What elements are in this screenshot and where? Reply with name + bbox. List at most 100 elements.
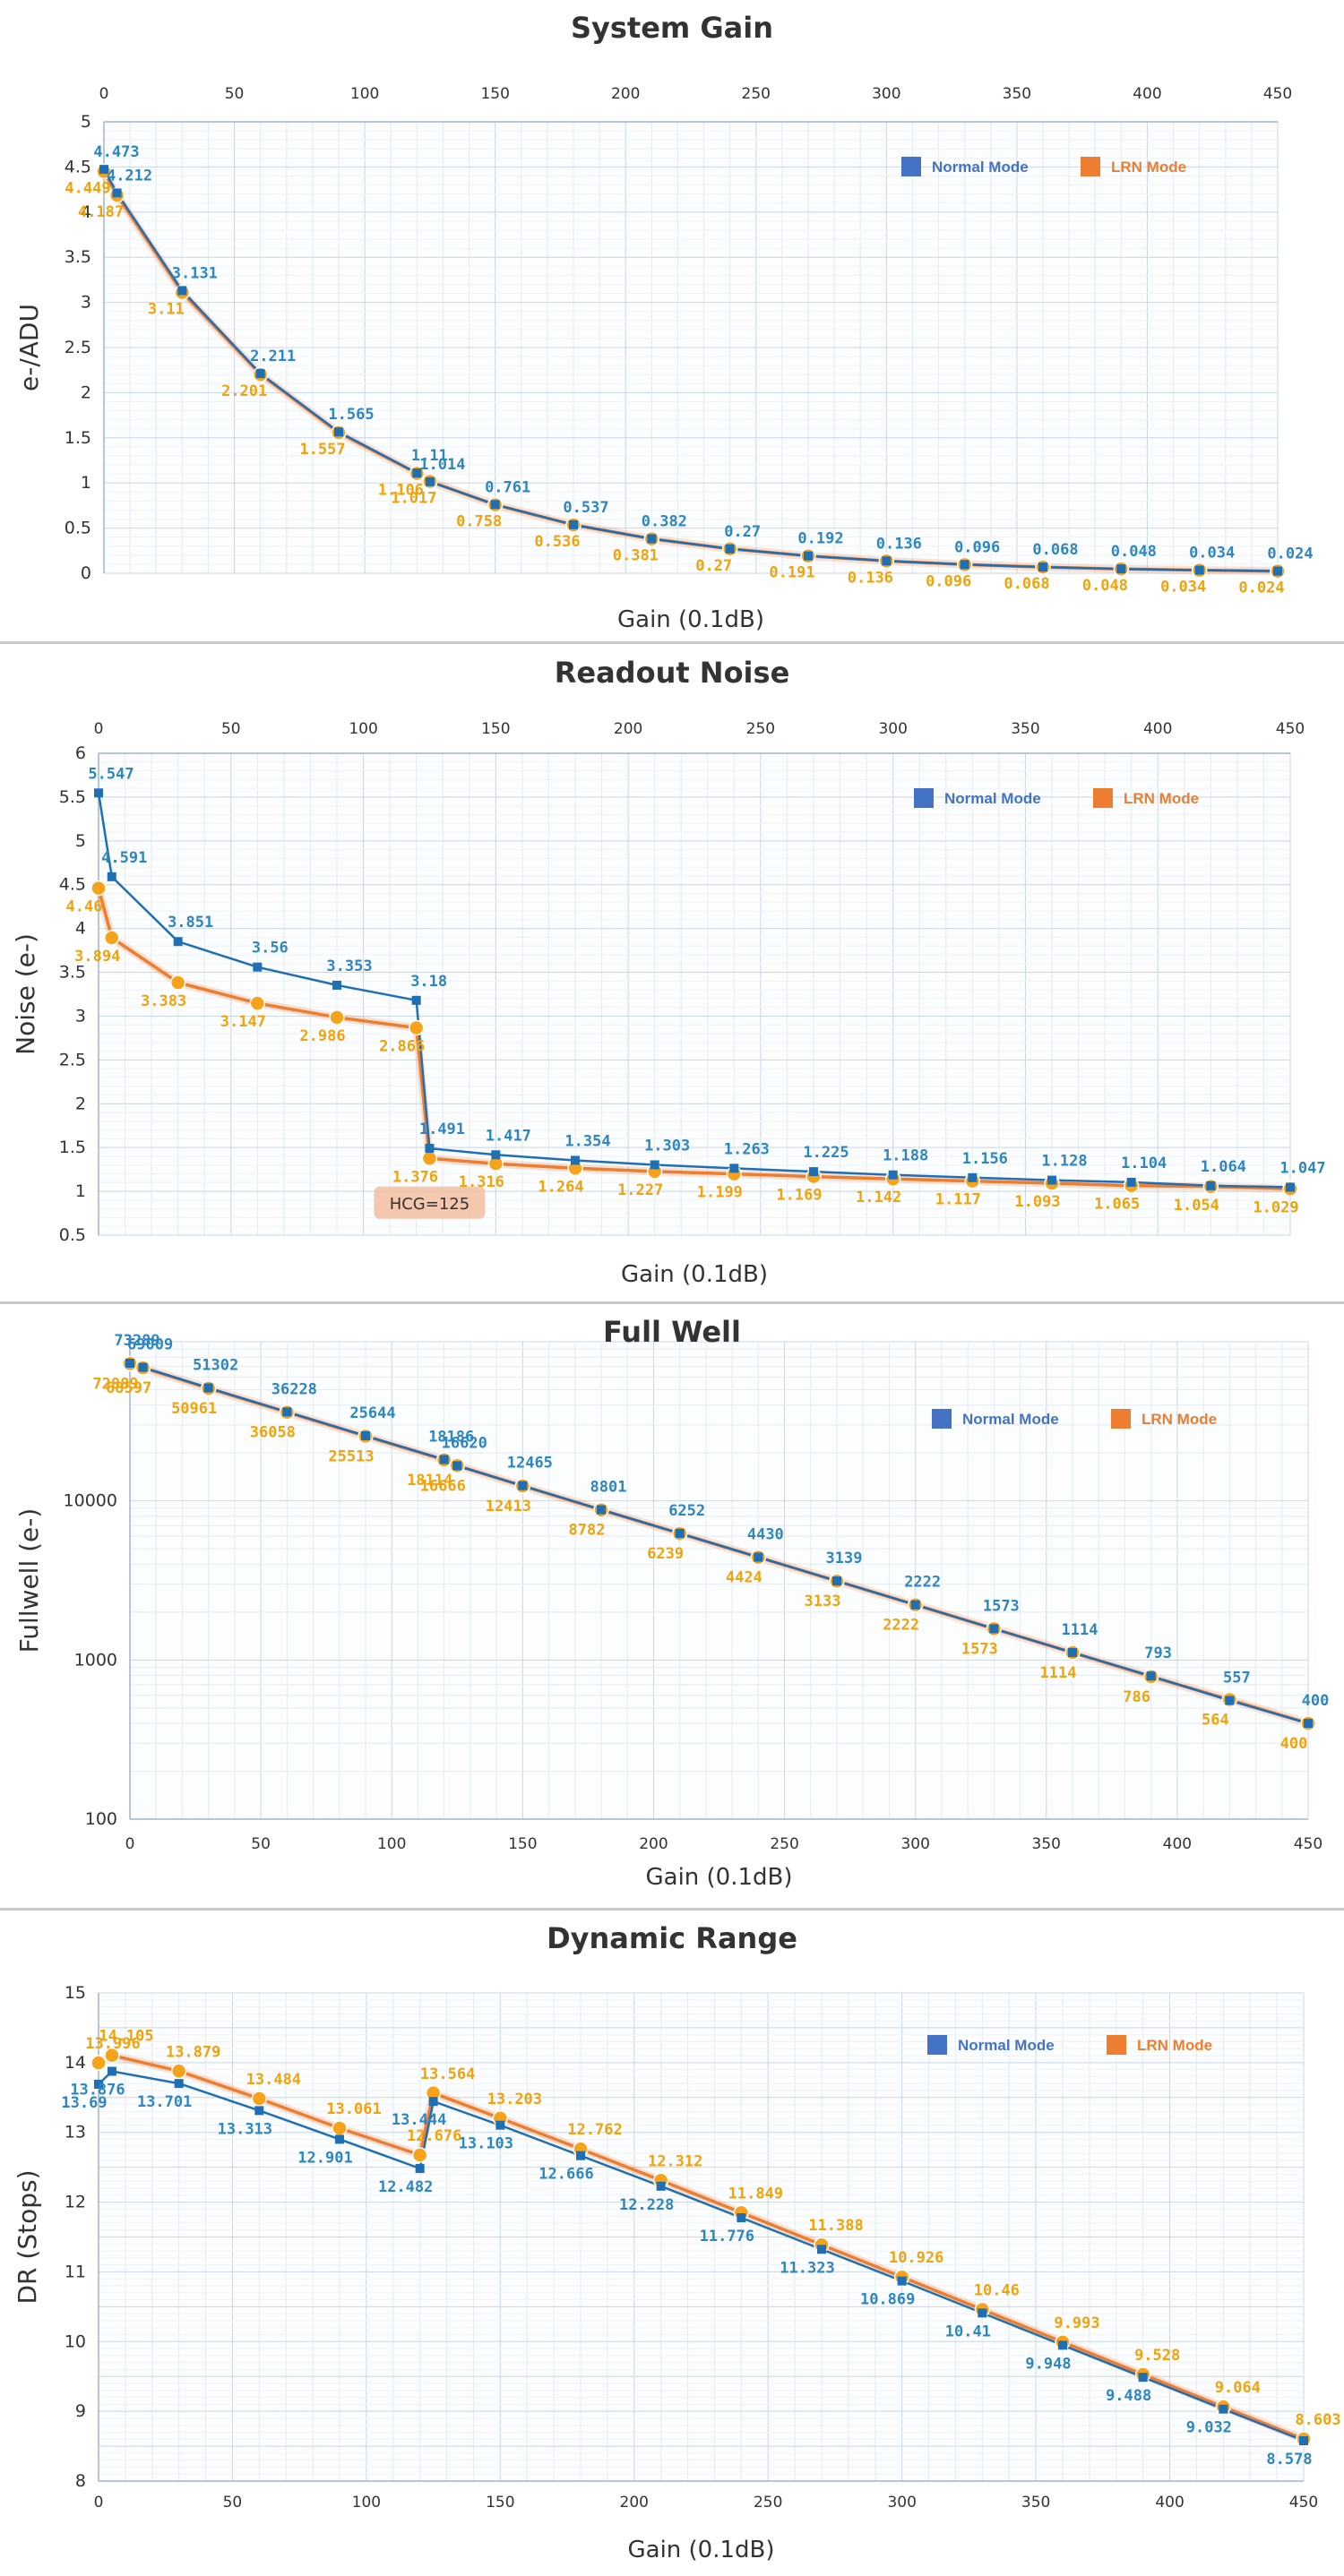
data-label-normal-mode: 18186 bbox=[428, 1429, 474, 1447]
y-axis-title: Fullwell (e-) bbox=[14, 1508, 44, 1653]
data-label-lrn-mode: 786 bbox=[1123, 1688, 1150, 1706]
series-line-lrn-mode bbox=[98, 2053, 1305, 2441]
data-point-normal-mode bbox=[203, 1383, 213, 1393]
data-label-lrn-mode: 1.117 bbox=[935, 1191, 981, 1209]
legend-label-lrn-mode: LRN Mode bbox=[1111, 159, 1186, 176]
data-label-lrn-mode: 16666 bbox=[420, 1477, 466, 1495]
x-tick-label: 250 bbox=[754, 2494, 782, 2512]
data-point-normal-mode bbox=[656, 2181, 666, 2191]
y-tick-label: 1 bbox=[81, 473, 91, 493]
data-point-normal-mode bbox=[452, 1461, 462, 1471]
y-tick-label: 1 bbox=[75, 1181, 86, 1201]
data-label-lrn-mode: 0.758 bbox=[456, 513, 502, 531]
data-label-normal-mode: 0.068 bbox=[1032, 541, 1078, 559]
data-label-lrn-mode: 12.676 bbox=[407, 2127, 461, 2145]
data-point-normal-mode bbox=[569, 519, 578, 529]
data-point-normal-mode bbox=[968, 1172, 978, 1182]
data-label-lrn-mode: 1114 bbox=[1040, 1664, 1077, 1682]
x-tick-label: 300 bbox=[872, 85, 900, 103]
data-label-lrn-mode: 13.879 bbox=[166, 2043, 220, 2061]
data-label-lrn-mode: 9.528 bbox=[1134, 2347, 1180, 2365]
y-tick-label: 3.5 bbox=[59, 963, 86, 983]
data-label-lrn-mode: 4.449 bbox=[65, 180, 110, 198]
data-point-lrn-mode bbox=[104, 930, 120, 946]
x-tick-label: 400 bbox=[1133, 85, 1161, 103]
data-label-lrn-mode: 11.388 bbox=[808, 2217, 863, 2235]
data-point-lrn-mode bbox=[169, 975, 186, 991]
legend-swatch-lrn-mode bbox=[1093, 788, 1113, 808]
data-label-normal-mode: 11.323 bbox=[780, 2259, 834, 2277]
legend: Normal Mode LRN Mode bbox=[927, 2035, 1212, 2055]
data-label-normal-mode: 0.024 bbox=[1267, 545, 1313, 563]
data-label-normal-mode: 5.547 bbox=[88, 765, 134, 783]
full-well-panel: Full Well 0 50 100 150 200 250 300 350 400 450 100 1… bbox=[0, 1304, 1344, 1908]
data-label-lrn-mode: 3.11 bbox=[148, 301, 185, 319]
annotation-label: HCG=125 bbox=[390, 1195, 470, 1214]
data-label-lrn-mode: 0.096 bbox=[926, 572, 971, 590]
data-label-normal-mode: 4.212 bbox=[107, 167, 152, 185]
data-point-normal-mode bbox=[255, 369, 265, 379]
x-tick-label: 300 bbox=[900, 1835, 929, 1853]
data-label-lrn-mode: 2222 bbox=[883, 1617, 919, 1635]
x-tick-label: 450 bbox=[1276, 720, 1305, 738]
data-label-lrn-mode: 1.093 bbox=[1014, 1193, 1060, 1211]
data-point-normal-mode bbox=[282, 1407, 292, 1417]
data-label-lrn-mode: 9.064 bbox=[1215, 2379, 1261, 2397]
x-axis-title: Gain (0.1dB) bbox=[617, 606, 764, 633]
x-tick-label: 50 bbox=[251, 1835, 271, 1853]
data-label-normal-mode: 3.56 bbox=[252, 940, 289, 957]
x-tick-label: 0 bbox=[99, 85, 109, 103]
y-tick-label: 12 bbox=[65, 2193, 86, 2212]
legend: Normal Mode LRN Mode bbox=[914, 788, 1199, 808]
data-label-lrn-mode: 13.564 bbox=[420, 2065, 475, 2083]
data-label-lrn-mode: 0.048 bbox=[1082, 577, 1128, 595]
data-label-normal-mode: 12.228 bbox=[619, 2196, 674, 2214]
y-tick-label: 4.5 bbox=[59, 875, 86, 895]
legend-swatch-lrn-mode bbox=[1107, 2035, 1126, 2055]
data-label-normal-mode: 1.156 bbox=[962, 1150, 1008, 1168]
chart-svg: Full Well 0 50 100 150 200 250 300 350 400 450 100 1… bbox=[14, 1315, 1330, 1891]
data-label-lrn-mode: 1.017 bbox=[391, 489, 436, 507]
data-label-normal-mode: 36228 bbox=[271, 1380, 317, 1398]
plot-area bbox=[98, 752, 1291, 1236]
x-tick-label: 350 bbox=[1003, 85, 1031, 103]
data-label-normal-mode: 12.666 bbox=[538, 2166, 593, 2184]
data-label-lrn-mode: 1.065 bbox=[1094, 1196, 1140, 1214]
data-label-normal-mode: 10.869 bbox=[860, 2291, 915, 2309]
data-label-lrn-mode: 13.203 bbox=[487, 2091, 542, 2108]
y-tick-label: 5 bbox=[81, 112, 91, 132]
data-label-lrn-mode: 13.061 bbox=[326, 2100, 381, 2118]
system-gain-panel: System Gain 0 50 100 150 200 250 300 350 400 450 0 0… bbox=[0, 0, 1344, 641]
data-label-lrn-mode: 1.199 bbox=[697, 1184, 743, 1202]
data-label-normal-mode: 12.901 bbox=[297, 2149, 352, 2167]
y-tick-label: 0.5 bbox=[65, 519, 91, 538]
data-label-normal-mode: 13.701 bbox=[137, 2093, 192, 2111]
data-point-lrn-mode bbox=[408, 1019, 425, 1036]
y-tick-label: 2.5 bbox=[65, 338, 91, 357]
data-label-normal-mode: 9.488 bbox=[1106, 2387, 1151, 2405]
data-point-normal-mode bbox=[112, 188, 122, 198]
data-label-normal-mode: 1.11 bbox=[411, 447, 448, 465]
data-point-normal-mode bbox=[177, 286, 187, 296]
data-label-normal-mode: 3.851 bbox=[168, 914, 213, 932]
data-point-normal-mode bbox=[495, 2120, 505, 2130]
data-point-normal-mode bbox=[1116, 564, 1126, 574]
data-label-normal-mode: 13.313 bbox=[218, 2120, 272, 2138]
legend-swatch-normal-mode bbox=[927, 2035, 947, 2055]
data-label-lrn-mode: 1.264 bbox=[538, 1178, 583, 1196]
data-label-normal-mode: 4.473 bbox=[93, 143, 139, 161]
y-tick-label: 100 bbox=[85, 1809, 117, 1829]
data-label-lrn-mode: 4.46 bbox=[66, 898, 103, 916]
x-tick-label: 150 bbox=[508, 1835, 537, 1853]
data-label-normal-mode: 9.032 bbox=[1186, 2419, 1232, 2437]
data-label-normal-mode: 557 bbox=[1223, 1669, 1251, 1687]
chart-title: Readout Noise bbox=[555, 656, 790, 690]
data-label-normal-mode: 793 bbox=[1144, 1644, 1172, 1662]
data-point-normal-mode bbox=[675, 1528, 685, 1538]
data-label-normal-mode: 9.948 bbox=[1025, 2355, 1071, 2373]
data-point-normal-mode bbox=[138, 1362, 148, 1372]
data-label-lrn-mode: 68597 bbox=[106, 1379, 151, 1397]
data-label-normal-mode: 400 bbox=[1302, 1692, 1330, 1710]
legend-label-lrn-mode: LRN Mode bbox=[1124, 790, 1199, 807]
